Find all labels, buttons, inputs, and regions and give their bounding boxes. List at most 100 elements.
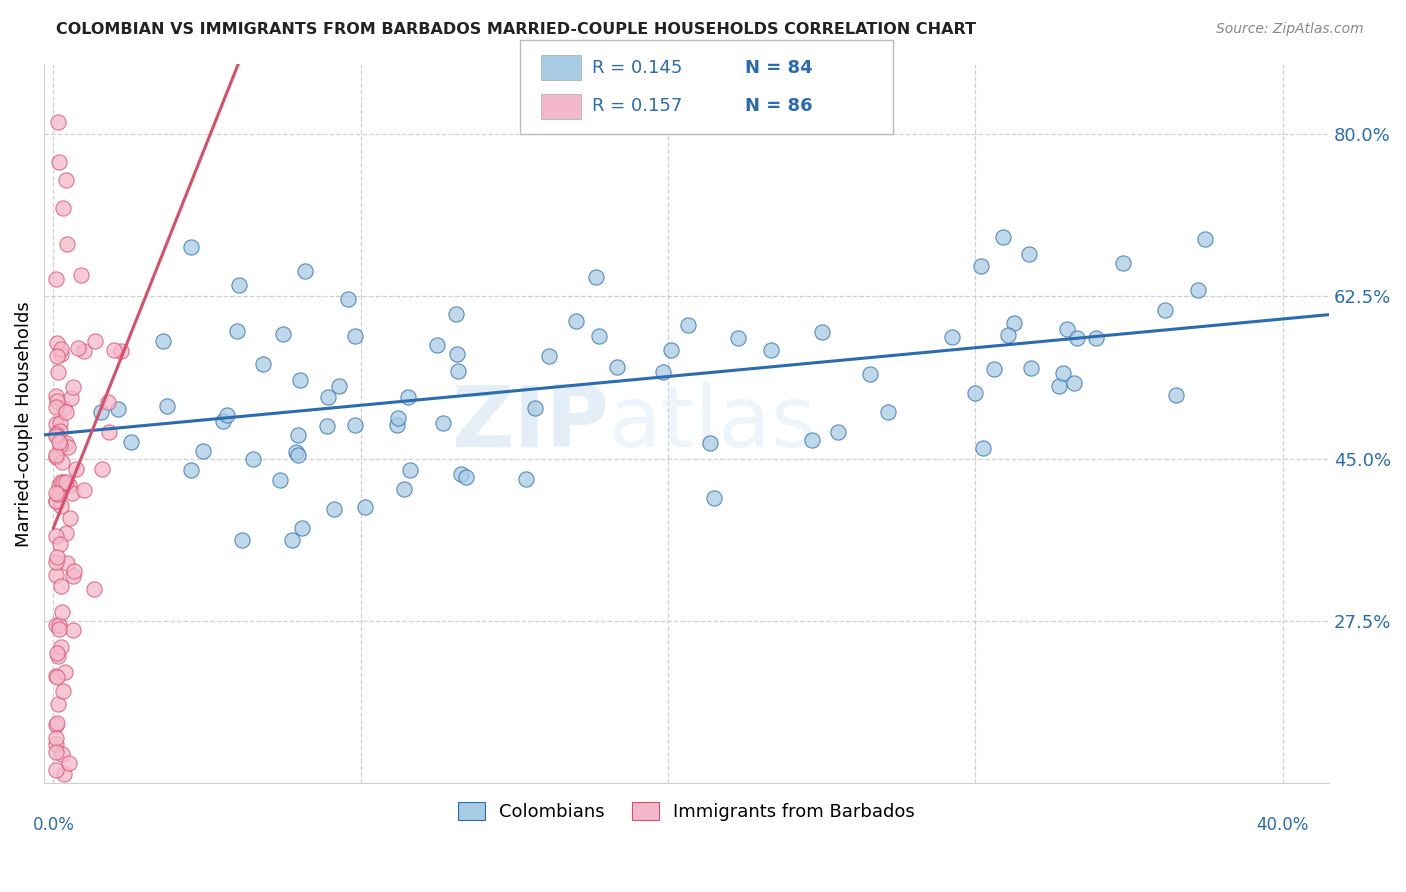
Text: Source: ZipAtlas.com: Source: ZipAtlas.com [1216,22,1364,37]
Y-axis label: Married-couple Households: Married-couple Households [15,301,32,547]
Point [1018,246,1040,260]
Point [48,487,70,501]
Legend: Colombians, Immigrants from Barbados: Colombians, Immigrants from Barbados [450,795,922,829]
Text: R = 0.157: R = 0.157 [592,97,682,115]
Point [761,343,783,358]
Point [45,737,67,751]
Point [565,314,588,328]
Text: R = 0.145: R = 0.145 [592,59,682,77]
Point [343,418,366,433]
Point [231,533,253,548]
Point [727,331,749,345]
Point [651,365,673,379]
Point [84,334,107,348]
Point [1052,366,1074,380]
Text: 0.0%: 0.0% [32,816,75,834]
Point [523,401,546,415]
Point [70,268,93,282]
Point [281,533,304,547]
Point [45,450,67,465]
Point [55,475,77,489]
Point [52,767,75,781]
Point [55,526,77,541]
Point [110,343,132,358]
Point [1002,316,1025,330]
Point [49,416,72,430]
Point [997,328,1019,343]
Point [801,434,824,448]
Point [62,564,84,578]
Point [354,500,377,514]
Point [225,325,247,339]
Point [55,405,77,419]
Point [396,390,419,404]
Point [62,569,84,583]
Point [52,684,75,698]
Point [90,461,112,475]
Point [45,485,67,500]
Point [51,499,73,513]
Text: 40.0%: 40.0% [1257,816,1309,834]
Point [51,455,73,469]
Point [120,434,142,449]
Point [59,511,82,525]
Point [242,451,264,466]
Point [45,389,67,403]
Point [53,401,76,415]
Text: ZIP: ZIP [451,382,609,466]
Point [450,467,472,481]
Point [46,365,69,379]
Point [55,173,77,187]
Point [337,293,360,307]
Point [215,408,238,422]
Point [107,402,129,417]
Point [52,475,75,489]
Point [983,361,1005,376]
Point [699,435,721,450]
Point [48,622,70,636]
Point [991,230,1014,244]
Point [60,391,83,405]
Point [73,344,96,359]
Point [1194,232,1216,246]
Point [45,529,67,543]
Point [290,373,312,387]
Point [1187,283,1209,297]
Point [446,347,468,361]
Point [432,416,454,430]
Point [45,731,67,745]
Point [269,473,291,487]
Point [49,438,72,452]
Point [51,579,73,593]
Text: N = 84: N = 84 [745,59,813,77]
Point [941,330,963,344]
Point [56,556,79,570]
Point [46,697,69,711]
Point [62,380,84,394]
Point [62,486,84,500]
Point [49,537,72,551]
Point [827,425,849,439]
Point [193,443,215,458]
Point [48,618,70,632]
Point [1019,360,1042,375]
Point [211,414,233,428]
Point [48,435,70,450]
Point [538,349,561,363]
Point [58,756,80,771]
Point [972,441,994,455]
Text: atlas: atlas [609,382,817,466]
Point [45,745,67,759]
Point [46,669,69,683]
Point [83,582,105,597]
Point [45,494,67,508]
Point [45,272,67,286]
Point [858,367,880,381]
Point [1112,256,1135,270]
Point [73,483,96,497]
Point [45,669,67,683]
Point [287,428,309,442]
Point [394,482,416,496]
Point [45,493,67,508]
Point [62,623,84,637]
